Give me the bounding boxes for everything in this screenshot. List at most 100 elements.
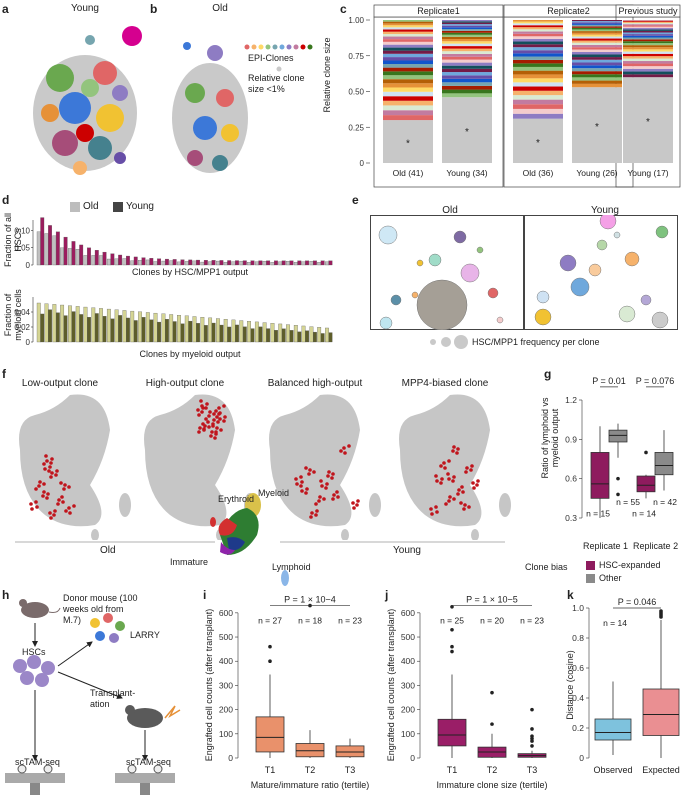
c-bar-clone-segment <box>572 65 622 69</box>
f-clone-cell <box>472 486 476 490</box>
f-clone-cell <box>50 457 54 461</box>
k-tick-label: 0 <box>579 753 584 763</box>
d-bot-bar-young <box>172 321 177 343</box>
c-bar-clone-segment <box>572 29 622 32</box>
c-bar-clone-segment <box>383 39 433 42</box>
c-bar-clone-segment <box>572 31 622 33</box>
g-rep1-pvalue: P = 0.01 <box>592 376 626 386</box>
f-clone-cell <box>304 466 308 470</box>
g-rep2-expanded-outlier <box>644 450 648 455</box>
c-bar-clone-segment <box>442 68 492 73</box>
f-clone-cell <box>211 424 215 428</box>
panel-c-label: c <box>340 2 347 16</box>
d-bot-bar-old <box>208 317 213 343</box>
chartI-xtick: T2 <box>305 765 316 775</box>
d-top-bar-young <box>71 241 76 266</box>
chartJ-xtick: T2 <box>487 765 498 775</box>
c-bar-clone-segment <box>383 79 433 84</box>
d-top-tick: 0 <box>26 261 31 270</box>
d-bot-bar-young <box>258 326 263 343</box>
f-clone-cell <box>57 498 61 502</box>
d-bot-tick: 0 <box>26 338 31 347</box>
label-lymphoid: Lymphoid <box>272 562 311 572</box>
panel-c-chart: 0 0.25 0.50 0.75 1.00 Replicate1 Replicate2 Pre… <box>348 4 681 188</box>
c-bar-clone-segment <box>442 65 492 69</box>
d-top-bar-old <box>60 247 65 266</box>
k-n: n = 14 <box>603 618 627 628</box>
f-clone-cell <box>314 502 318 506</box>
d-bot-bar-old <box>325 327 329 343</box>
f-clone-cell <box>35 505 39 509</box>
c-bar-clone-segment <box>442 41 492 44</box>
label-immature: Immature <box>170 557 209 567</box>
f-clone-cell <box>347 444 351 448</box>
c-bar-clone-segment <box>572 59 622 63</box>
c-tick-label: 1.00 <box>348 16 364 25</box>
d-bot-bar-old <box>52 304 57 343</box>
c-bar-clone-segment <box>513 104 563 109</box>
c-bar-clone-segment <box>513 25 563 28</box>
f-clone-cell <box>304 491 308 495</box>
legend-small-clones: Relative clone size <1% <box>248 73 305 94</box>
legend-epi-clones: EPI-Clones <box>248 53 294 63</box>
f-clone-cell <box>210 430 214 434</box>
c-bar-clone-segment <box>623 61 673 64</box>
k-xtick: Expected <box>642 765 680 775</box>
c-bar-clone-segment <box>383 67 433 72</box>
old-clone-bubbles <box>378 225 504 330</box>
d-bot-bar-old <box>169 314 174 343</box>
c-bar-small-clones <box>572 87 622 163</box>
d-top-bar-old <box>44 233 49 266</box>
panel-c-ylabel: Relative clone size <box>322 37 332 113</box>
d-bot-bar-young <box>281 328 286 343</box>
f-clone-cell <box>42 462 46 466</box>
panel-d-top-ylabel: Fraction of all HSCs <box>3 212 23 268</box>
f-clone-cell <box>308 468 312 472</box>
f-clone-cell <box>204 417 208 421</box>
d-bot-tick: 0.02 <box>14 323 30 332</box>
d-top-bar-old <box>122 258 127 266</box>
chartI-tick-label: 500 <box>219 632 233 642</box>
d-bot-bar-young <box>266 328 271 343</box>
panel-e-legend: HSC/MPP1 frequency per clone <box>472 337 600 347</box>
c-bar-clone-segment <box>623 24 673 26</box>
c-bar-clone-segment <box>623 68 673 72</box>
c-bar-clone-segment <box>383 29 433 32</box>
c-bar-clone-segment <box>383 115 433 121</box>
f-clone-cell <box>208 410 212 414</box>
f-clone-cell <box>456 447 460 451</box>
d-top-bar-young <box>312 260 317 266</box>
d-bot-bar-old <box>317 327 322 343</box>
c-bar-clone-segment <box>623 71 673 75</box>
label-group-old: Old <box>100 545 116 556</box>
d-bot-bar-young <box>242 326 247 343</box>
c-star: * <box>595 122 599 133</box>
c-bar-clone-segment <box>572 26 622 28</box>
c-bar-clone-segment <box>623 25 673 27</box>
c-bar-clone-segment <box>572 40 622 43</box>
f-clone-cell <box>44 454 48 458</box>
k-xtick: Observed <box>593 765 632 775</box>
f-clone-cell <box>460 485 464 489</box>
recipient-mouse-icon <box>125 705 181 728</box>
c-bar-clone-segment <box>442 75 492 79</box>
k-tick-label: 0.4 <box>572 693 584 703</box>
c-facet-title: Replicate1 <box>417 6 460 16</box>
c-bar-clone-segment <box>383 21 433 24</box>
f-clone-cell <box>324 486 328 490</box>
d-top-bar-young <box>242 260 247 266</box>
d-bot-bar-old <box>145 312 150 343</box>
chartJ-n: n = 25 <box>440 616 464 626</box>
k-expected-outlier <box>659 609 663 613</box>
chartI-tick-label: 600 <box>219 608 233 618</box>
c-bar-clone-segment <box>383 41 433 45</box>
c-bar-clone-segment <box>572 22 622 24</box>
c-bar-clone-segment <box>383 71 433 76</box>
d-bot-bar-young <box>102 316 107 343</box>
c-bar-clone-segment <box>442 36 492 40</box>
c-x-label: Young (26) <box>576 168 617 178</box>
d-bot-bar-old <box>122 310 127 343</box>
c-bar-clone-segment <box>442 29 492 31</box>
c-bar-clone-segment <box>513 99 563 105</box>
f-clone-cell <box>217 406 221 410</box>
